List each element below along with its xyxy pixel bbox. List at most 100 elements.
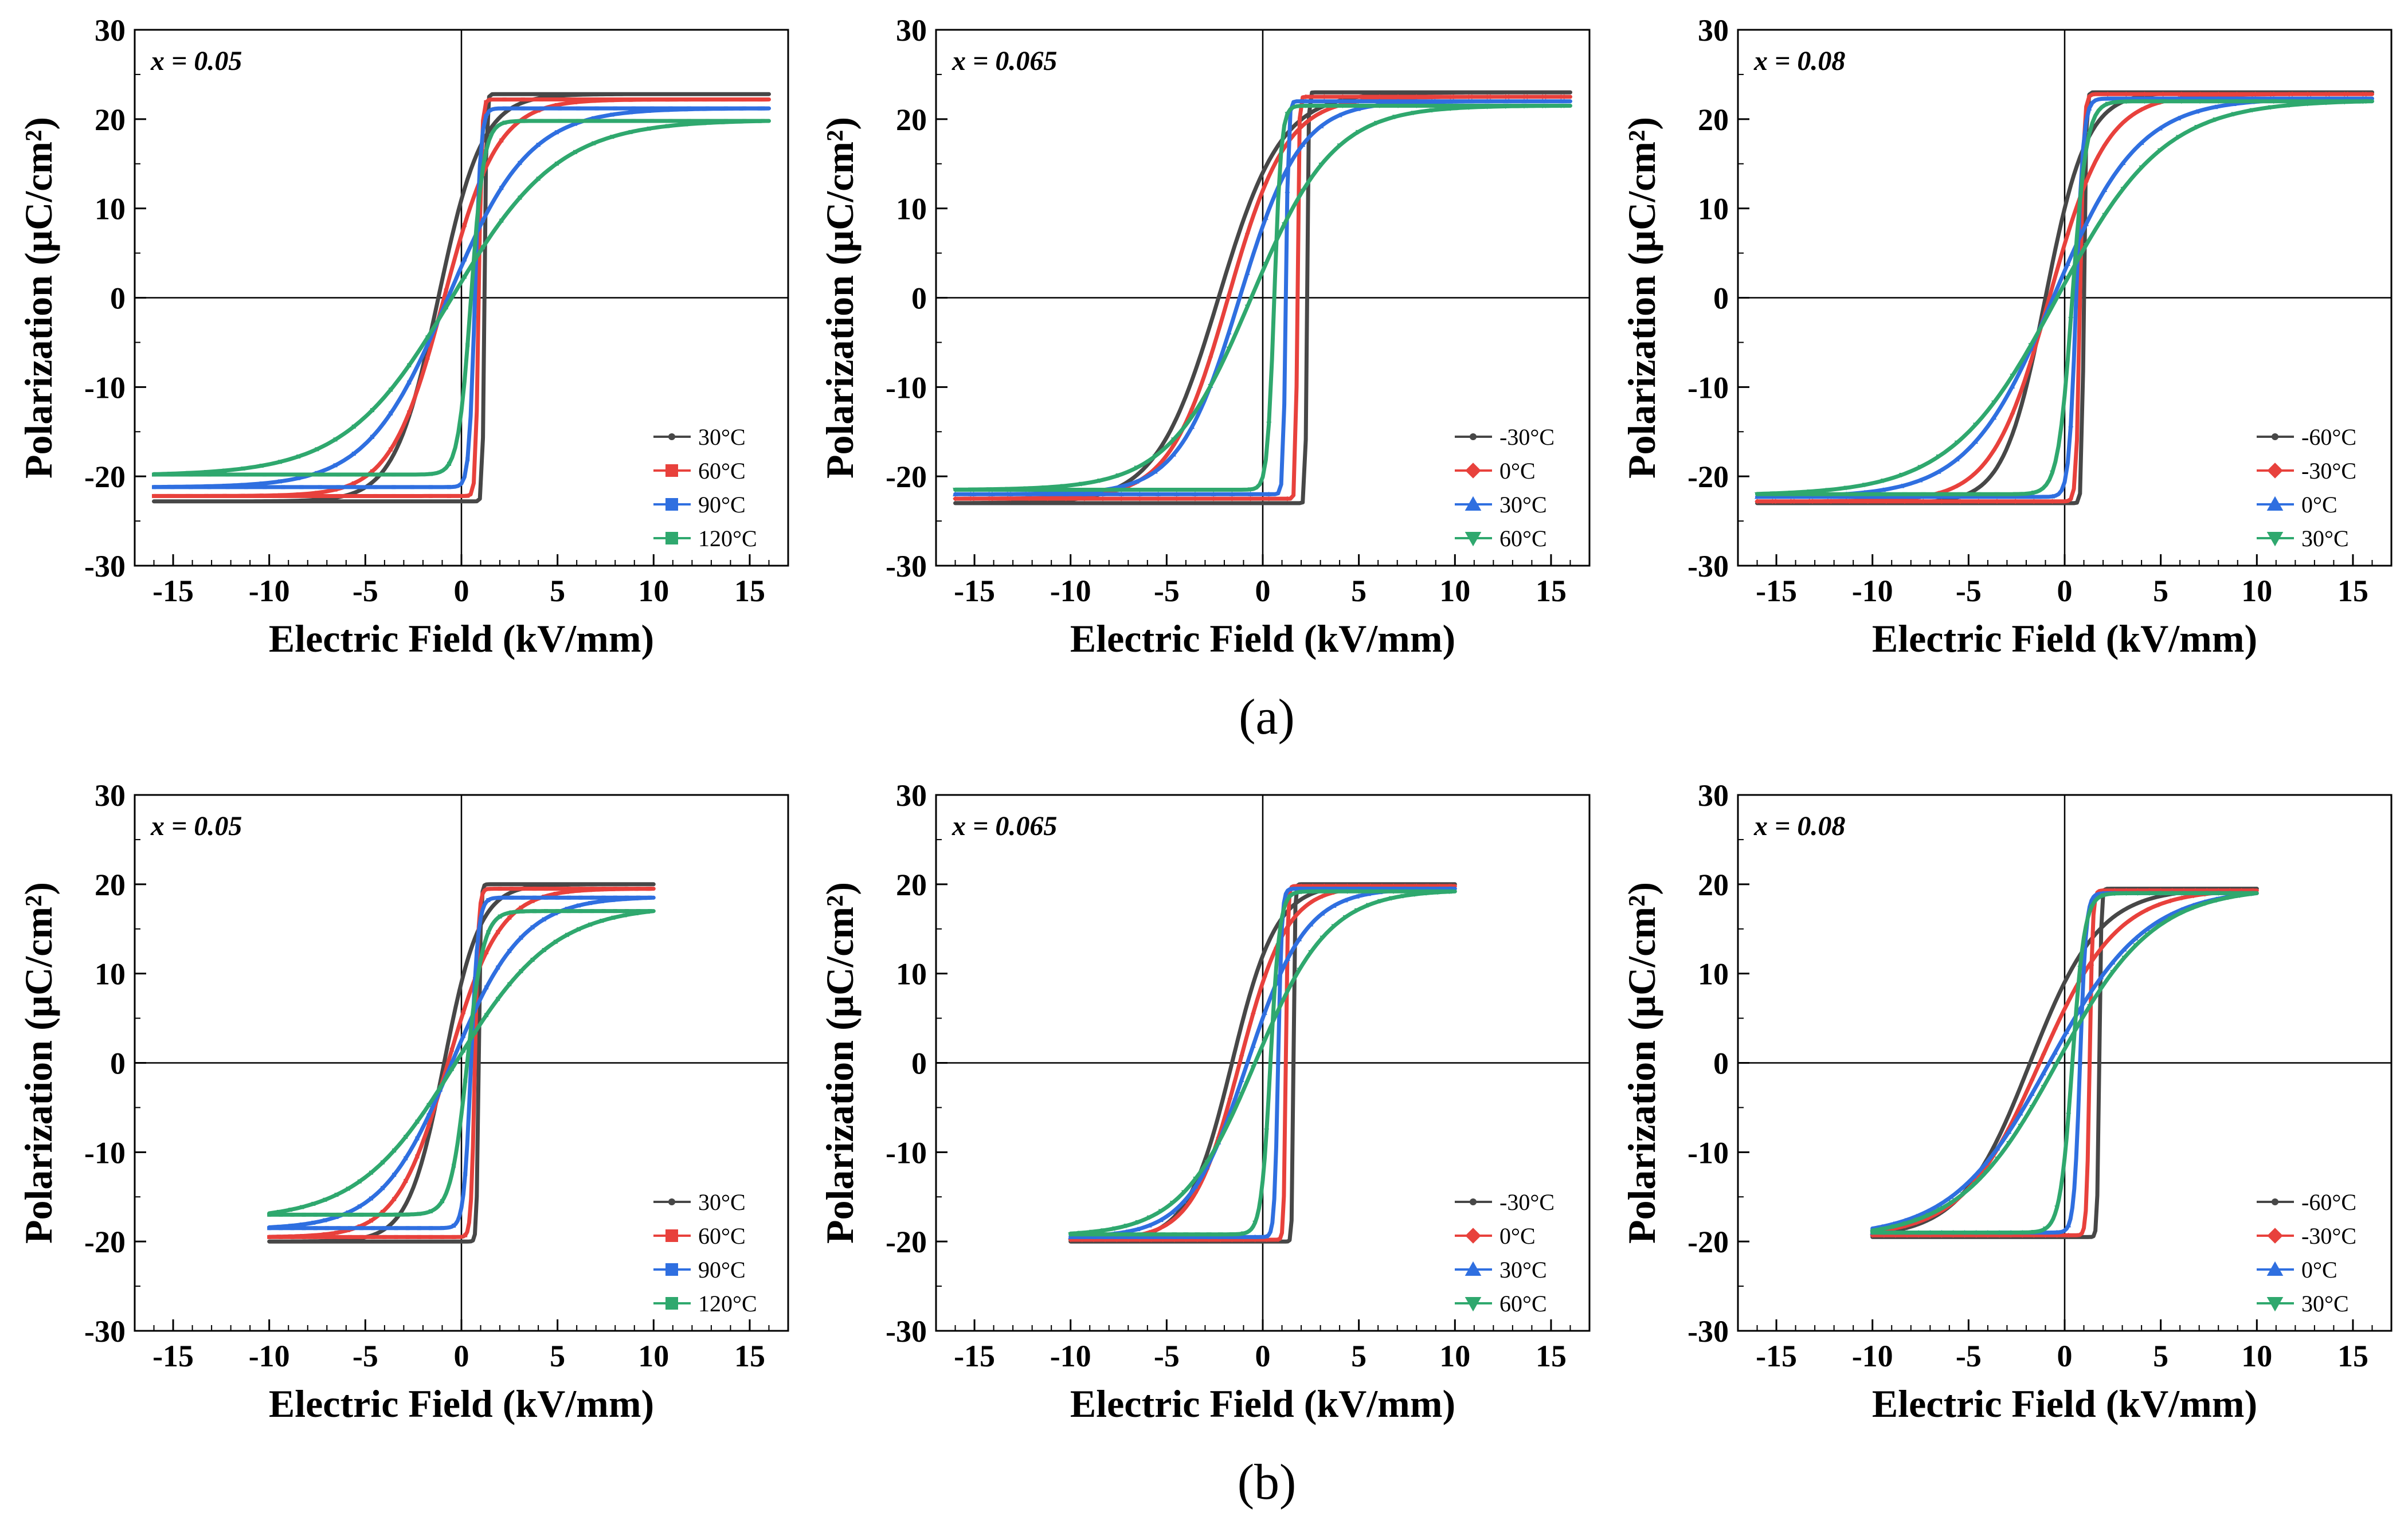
legend-marker <box>2266 1261 2284 1276</box>
data-point <box>336 1235 340 1239</box>
data-point <box>1275 943 1281 949</box>
data-point <box>302 1212 306 1217</box>
data-point <box>2112 891 2117 896</box>
data-point <box>611 915 616 920</box>
data-point <box>588 922 593 927</box>
data-point <box>2029 1104 2035 1110</box>
data-point <box>417 1235 421 1239</box>
data-point <box>2010 383 2015 389</box>
data-point <box>1152 469 1158 474</box>
data-point <box>276 1224 281 1229</box>
legend-marker <box>1465 1261 1482 1276</box>
data-point <box>1526 91 1529 94</box>
data-point <box>1137 1232 1142 1237</box>
y-tick-label: 30 <box>95 778 126 813</box>
data-point <box>590 895 594 900</box>
data-point <box>1377 103 1383 109</box>
data-point <box>1192 488 1198 493</box>
data-point <box>1773 492 1779 497</box>
data-point <box>1252 1220 1258 1225</box>
data-point <box>1285 989 1291 994</box>
data-point <box>1447 94 1453 100</box>
data-point <box>1181 1198 1187 1204</box>
data-point <box>635 883 638 885</box>
data-point <box>1297 937 1302 942</box>
data-point <box>530 958 535 962</box>
data-point <box>533 883 536 885</box>
data-point <box>2202 901 2208 906</box>
data-point <box>1023 496 1029 501</box>
data-point <box>2123 891 2129 896</box>
data-point <box>986 487 992 492</box>
data-point <box>2068 317 2074 322</box>
data-point <box>404 1135 408 1139</box>
y-tick-label: -20 <box>1687 460 1729 494</box>
data-point <box>2008 1231 2014 1236</box>
x-tick-label: -15 <box>1756 574 1797 608</box>
data-point <box>647 883 649 885</box>
data-point <box>336 493 340 498</box>
data-point <box>1341 91 1344 94</box>
data-point <box>544 909 549 914</box>
data-point <box>2084 242 2089 248</box>
data-point <box>1138 501 1141 504</box>
data-point <box>186 500 189 503</box>
data-point <box>2087 1004 2093 1009</box>
data-point <box>2052 1026 2058 1032</box>
data-point <box>761 106 765 111</box>
data-point <box>1862 483 1867 488</box>
data-point <box>1936 469 1941 474</box>
data-point <box>739 119 743 124</box>
data-point <box>1247 487 1254 492</box>
data-point <box>296 454 301 459</box>
data-point <box>1881 1231 1887 1236</box>
data-point <box>1974 1231 1979 1236</box>
data-point <box>628 110 633 115</box>
data-point <box>189 472 193 477</box>
data-point <box>392 1173 397 1177</box>
data-point <box>1791 499 1797 504</box>
data-point <box>389 411 393 416</box>
data-point <box>2018 1111 2023 1116</box>
data-point <box>277 460 282 464</box>
data-point <box>954 501 957 504</box>
data-point <box>223 500 226 503</box>
data-point <box>519 969 523 973</box>
data-point <box>499 138 504 143</box>
data-point <box>1137 491 1142 496</box>
data-point <box>554 130 559 135</box>
series-30°C-group <box>1754 99 2374 497</box>
data-point <box>451 1024 453 1026</box>
data-point <box>613 895 617 900</box>
data-point <box>242 500 245 503</box>
data-point <box>610 93 613 96</box>
data-point <box>2086 93 2092 99</box>
data-point <box>1962 1231 1968 1236</box>
data-point <box>739 97 743 102</box>
data-point <box>1041 491 1047 496</box>
data-point <box>500 115 503 117</box>
series-line-30°C <box>152 92 771 504</box>
legend-marker <box>1465 463 1481 479</box>
data-point <box>170 493 175 498</box>
data-point <box>2160 99 2166 104</box>
y-tick-label: -10 <box>84 1135 126 1170</box>
data-point <box>668 119 673 123</box>
data-point <box>600 919 604 923</box>
data-point <box>2086 132 2092 137</box>
data-point <box>2249 92 2255 97</box>
data-point <box>1285 188 1290 193</box>
legend-marker <box>665 1297 678 1310</box>
data-point <box>1005 491 1011 496</box>
data-point <box>1148 1232 1154 1237</box>
data-point <box>299 472 304 477</box>
data-point <box>1158 1217 1164 1223</box>
legend-marker <box>668 1198 676 1206</box>
data-point <box>2157 126 2163 131</box>
data-point <box>1321 99 1327 104</box>
data-point <box>1227 1117 1233 1122</box>
data-point <box>702 107 707 111</box>
data-point <box>389 459 392 461</box>
data-point <box>1262 1010 1267 1015</box>
data-point <box>336 1212 340 1217</box>
